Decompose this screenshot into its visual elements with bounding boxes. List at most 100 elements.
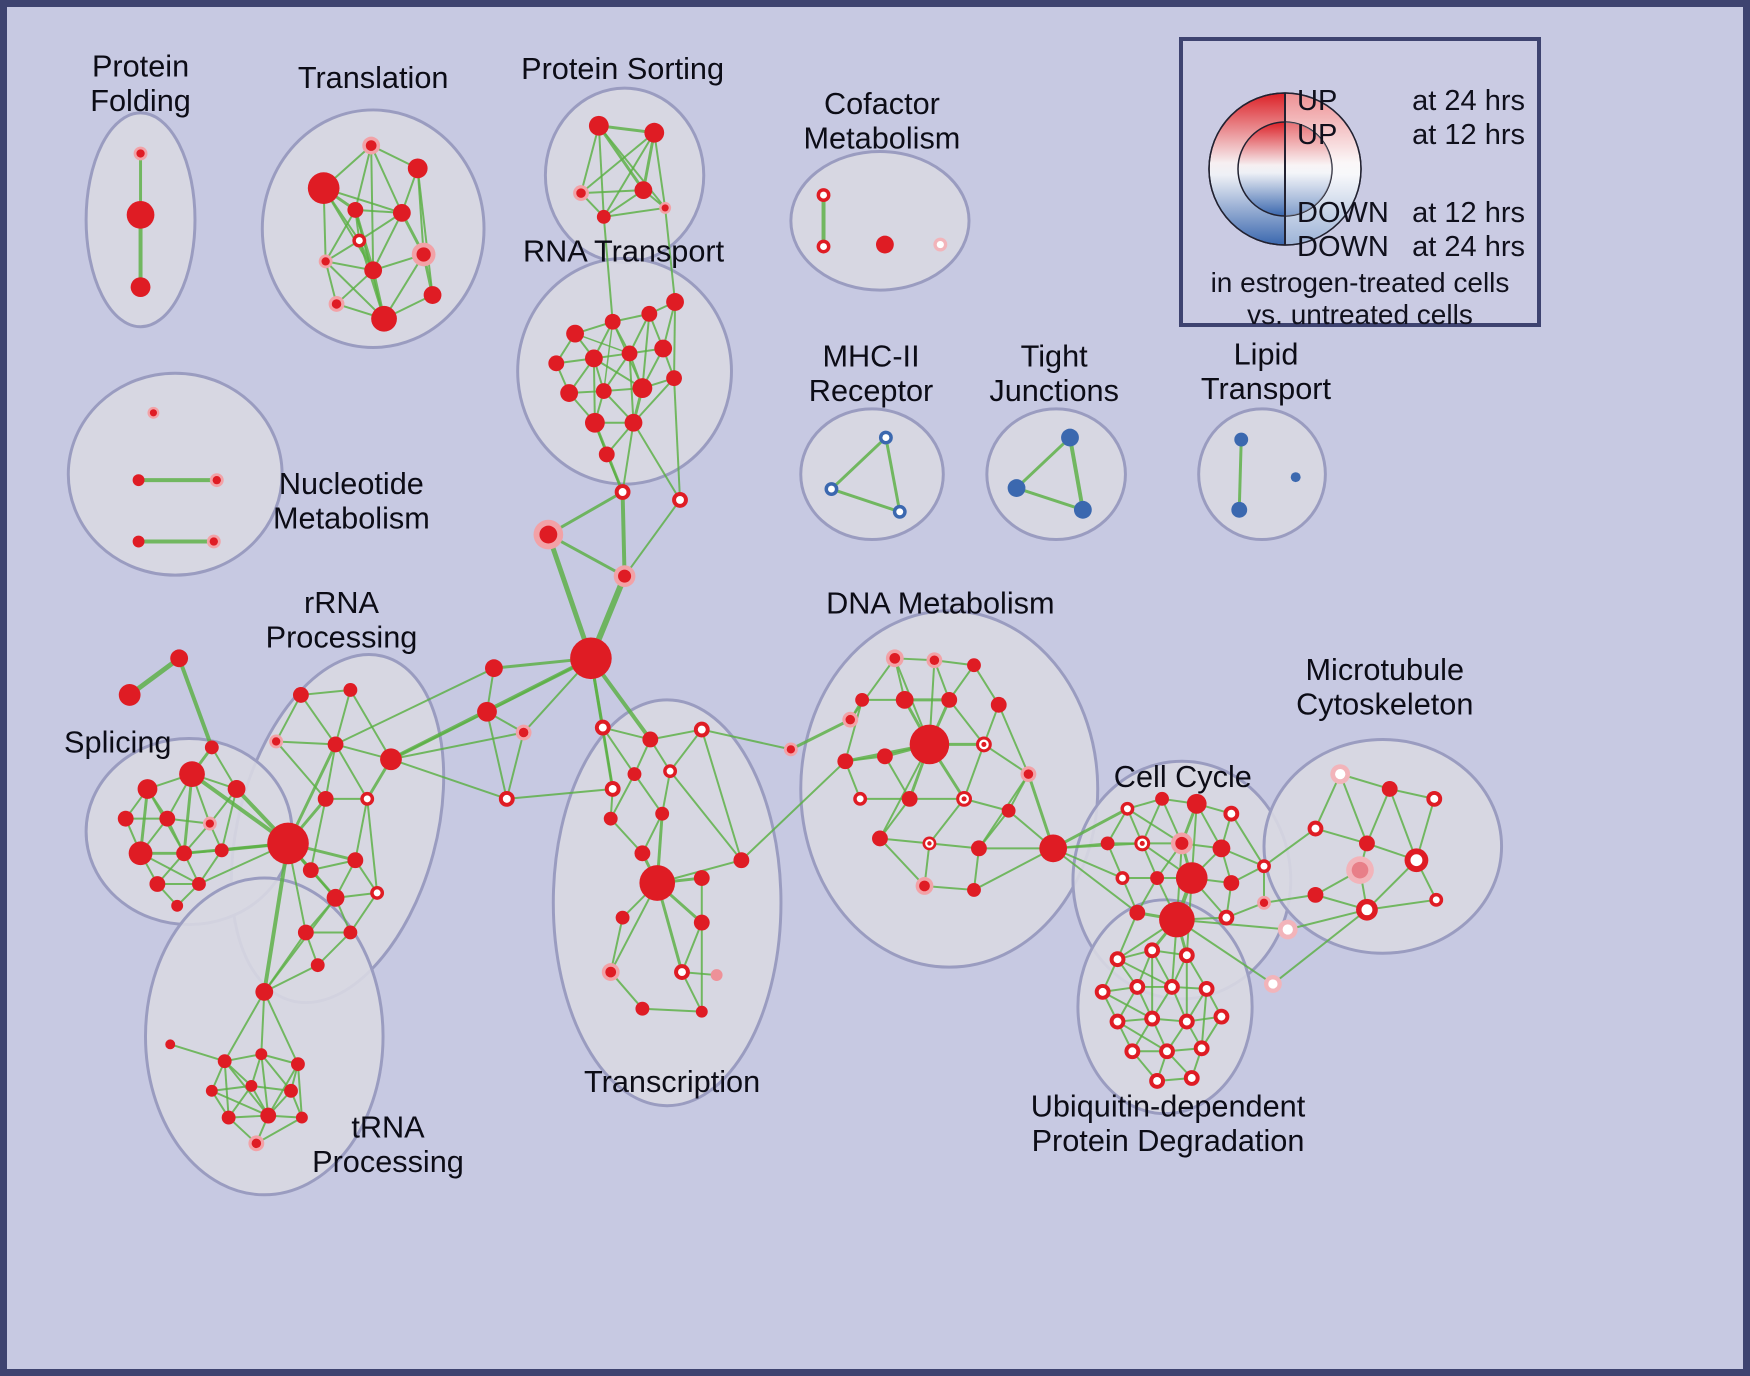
network-node-red	[260, 1107, 277, 1124]
cluster-label-dna-metabolism: DNA Metabolism	[826, 586, 1054, 621]
network-node-red	[603, 811, 618, 826]
network-edge	[1287, 908, 1368, 931]
legend-caption-line1: in estrogen-treated cells	[1210, 267, 1510, 298]
network-node-red	[1150, 871, 1165, 885]
network-node-red	[967, 658, 981, 673]
network-edge	[978, 810, 1010, 849]
cluster-label-protein-folding: Protein	[92, 48, 189, 83]
network-edge	[664, 207, 677, 303]
network-node-ring	[1426, 790, 1443, 807]
network-node-red	[407, 158, 428, 179]
network-node-red	[326, 888, 345, 907]
network-node-halo	[133, 146, 148, 161]
network-edge	[1366, 788, 1391, 844]
network-edge	[546, 533, 594, 660]
network-node-ring	[1115, 871, 1130, 885]
network-edge	[601, 727, 614, 790]
legend-outer-outline	[1208, 92, 1362, 246]
network-edge	[169, 1043, 225, 1063]
network-node-halo	[885, 649, 904, 668]
network-node-red	[171, 899, 184, 912]
network-node-red	[297, 924, 314, 941]
network-edge	[997, 704, 1030, 775]
network-node-red	[423, 286, 442, 304]
cluster-label-rna-transport: RNA Transport	[523, 233, 725, 268]
network-edge	[276, 740, 336, 746]
network-edge	[390, 710, 488, 761]
network-node-red	[255, 1048, 268, 1061]
network-node-ring	[693, 721, 710, 738]
network-node-halo	[613, 565, 636, 588]
network-node-halo	[1257, 895, 1271, 910]
network-node-bluering	[892, 504, 907, 519]
network-node-blue	[1231, 501, 1248, 518]
network-edge	[580, 189, 644, 195]
network-node-halo	[362, 136, 381, 155]
network-node-red	[205, 1084, 218, 1097]
network-edge	[211, 1084, 252, 1092]
cluster-label-rrna-processing: rRNA	[304, 585, 380, 620]
network-edge	[370, 145, 375, 271]
network-node-red	[364, 261, 383, 280]
network-edge	[1176, 918, 1288, 931]
cluster-microtubule-cytoskeleton	[1262, 737, 1504, 955]
network-node-red	[132, 535, 145, 548]
network-node-red	[1129, 904, 1146, 921]
network-node-red	[255, 982, 274, 1001]
network-node-ring	[1404, 848, 1429, 873]
network-edge	[1314, 773, 1342, 829]
network-node-ring	[1144, 1010, 1161, 1027]
cluster-cofactor-metabolism	[789, 150, 971, 292]
network-node-red	[632, 378, 653, 398]
network-edge	[621, 422, 635, 493]
network-node-blue	[1007, 479, 1026, 497]
network-edge	[1263, 893, 1316, 904]
network-edge	[623, 499, 681, 577]
network-node-ring	[1257, 859, 1271, 874]
network-node-red	[566, 324, 584, 343]
network-node-red	[1039, 834, 1068, 863]
network-edge	[260, 991, 266, 1055]
network-edge	[1117, 958, 1173, 988]
network-node-red	[901, 790, 918, 807]
network-node-ring	[816, 188, 831, 202]
network-edge	[620, 491, 627, 577]
network-edge	[1366, 898, 1437, 911]
network-node-red	[118, 684, 141, 706]
network-node-red	[627, 767, 642, 782]
network-node-red	[560, 384, 579, 402]
legend-row-down-12hrs: DOWN at 12 hrs	[1297, 197, 1525, 229]
network-edge	[602, 726, 651, 741]
network-edge	[262, 843, 290, 993]
network-node-ring	[853, 791, 868, 806]
network-edge	[260, 1054, 270, 1116]
network-node-red	[644, 122, 665, 143]
network-node-red	[615, 910, 630, 925]
network-edge	[1339, 773, 1368, 844]
network-edge	[349, 892, 378, 934]
network-edge	[1388, 788, 1418, 861]
network-edge	[1052, 807, 1129, 850]
network-node-blue	[1234, 432, 1249, 447]
network-node-ring	[663, 764, 678, 779]
cluster-trna-processing	[144, 876, 385, 1197]
cluster-label-protein-folding: Folding	[90, 83, 191, 118]
network-node-halo	[515, 724, 532, 741]
network-node-red	[634, 845, 651, 862]
network-edge	[603, 206, 666, 218]
network-node-ring	[1178, 947, 1195, 964]
network-node-bluering	[824, 482, 839, 496]
network-node-red	[596, 209, 611, 224]
cluster-label-mhc-ii-receptor: MHC-II	[822, 338, 919, 373]
network-edge	[963, 744, 985, 800]
legend-row-down-24hrs: DOWN at 24 hrs	[1297, 231, 1525, 263]
node-layer	[117, 115, 1444, 1152]
network-node-halo	[915, 877, 934, 895]
network-node-ring	[1223, 805, 1240, 822]
network-edge	[673, 378, 681, 500]
network-edge	[324, 260, 385, 320]
network-edge	[370, 145, 403, 214]
network-edge	[223, 991, 266, 1062]
network-node-palering	[933, 237, 948, 252]
network-edge	[1015, 436, 1072, 490]
